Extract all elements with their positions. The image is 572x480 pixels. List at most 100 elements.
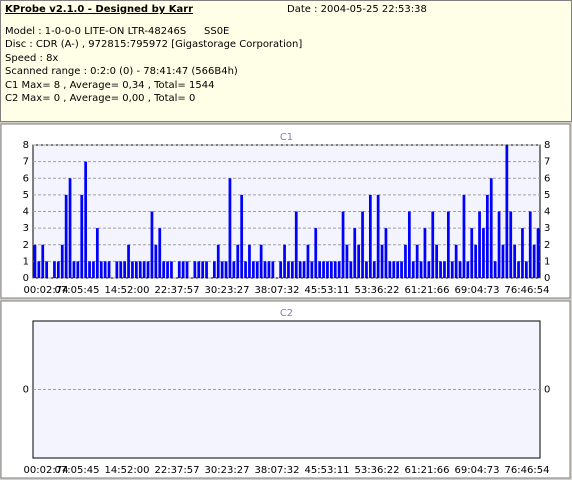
bar	[446, 211, 450, 278]
bar	[439, 261, 442, 278]
bar	[41, 244, 45, 278]
firmware: SS0E	[204, 26, 230, 37]
bar	[326, 261, 329, 278]
chart-title: C2	[280, 308, 293, 319]
bar	[380, 244, 384, 278]
x-tick-label: 76:46:54	[505, 465, 550, 476]
y2-tick-label: 4	[544, 207, 550, 218]
bar	[341, 211, 345, 278]
bar	[431, 211, 435, 278]
x-tick-label: 45:53:11	[305, 285, 350, 296]
bar	[337, 261, 341, 278]
y-tick-label: 2	[23, 240, 29, 251]
info-panel: KProbe v2.1.0 - Designed by Karr Date : …	[0, 0, 572, 122]
bar	[154, 244, 158, 278]
bar	[107, 261, 111, 278]
bar	[532, 244, 536, 278]
bar	[513, 244, 517, 278]
bar	[462, 194, 466, 278]
bar	[127, 244, 130, 278]
bar	[267, 261, 271, 278]
y-tick-label: 6	[23, 173, 29, 184]
bar	[415, 244, 419, 278]
bar	[474, 244, 478, 278]
bar	[310, 261, 314, 278]
bar	[489, 178, 493, 278]
bar	[509, 211, 513, 278]
bar	[53, 261, 56, 278]
bar	[142, 261, 146, 278]
x-tick-label: 14:52:00	[105, 465, 150, 476]
bar	[279, 261, 283, 278]
bar	[162, 261, 166, 278]
bar	[64, 194, 68, 278]
x-tick-label: 14:52:00	[105, 285, 150, 296]
bar	[333, 261, 337, 278]
bar	[287, 261, 290, 278]
x-tick-label: 53:36:22	[355, 285, 400, 296]
bar	[150, 211, 154, 278]
bar	[501, 244, 505, 278]
y2-tick-label: 3	[544, 223, 550, 234]
x-tick-label: 69:04:73	[455, 285, 500, 296]
bar	[482, 228, 485, 278]
bar	[365, 261, 368, 278]
bar	[95, 228, 99, 278]
c1-summary: C1 Max= 8 , Average= 0,34 , Total= 1544	[5, 80, 215, 91]
x-tick-label: 00:02:74	[24, 285, 69, 296]
bar	[212, 261, 216, 278]
bar	[400, 261, 403, 278]
y2-tick-label: 2	[544, 240, 550, 251]
bar	[419, 261, 423, 278]
bar	[294, 211, 298, 278]
bar	[357, 244, 361, 278]
y2-tick-label: 5	[544, 190, 550, 201]
bar	[345, 244, 349, 278]
bar	[478, 211, 481, 278]
bar	[353, 228, 357, 278]
x-tick-label: 22:37:57	[155, 465, 200, 476]
bar	[314, 228, 318, 278]
bar	[454, 244, 458, 278]
bar	[131, 261, 134, 278]
bar	[443, 261, 446, 278]
bar	[349, 261, 353, 278]
x-tick-label: 07:05:45	[55, 465, 100, 476]
date: Date : 2004-05-25 22:53:38	[287, 4, 427, 15]
bar	[193, 261, 197, 278]
bar	[181, 261, 185, 278]
x-tick-label: 30:23:27	[205, 285, 250, 296]
bar	[76, 261, 80, 278]
x-tick-label: 00:02:74	[24, 465, 69, 476]
bar	[388, 261, 392, 278]
bar	[283, 244, 286, 278]
bar	[497, 211, 501, 278]
bar	[37, 261, 41, 278]
bar	[115, 261, 119, 278]
y-tick-label: 8	[23, 140, 29, 151]
bar	[134, 261, 138, 278]
bar	[263, 261, 267, 278]
x-tick-label: 76:46:54	[505, 285, 550, 296]
bar	[384, 228, 388, 278]
bar	[68, 178, 72, 278]
bar	[88, 261, 91, 278]
bar	[255, 261, 259, 278]
bar	[240, 194, 244, 278]
bar	[411, 261, 415, 278]
x-tick-label: 61:21:66	[405, 465, 450, 476]
bar	[177, 261, 181, 278]
bar	[244, 261, 247, 278]
bar	[84, 161, 88, 278]
y-tick-label: 4	[23, 207, 29, 218]
model: Model : 1-0-0-0 LITE-ON LTR-48246S	[5, 26, 187, 37]
bar	[427, 261, 431, 278]
bar	[392, 261, 396, 278]
y-tick-label: 0	[23, 273, 29, 284]
bar	[505, 145, 509, 278]
app-title: KProbe v2.1.0 - Designed by Karr	[5, 4, 194, 15]
y-tick-label: 1	[23, 256, 29, 267]
y-tick-label: 3	[23, 223, 29, 234]
